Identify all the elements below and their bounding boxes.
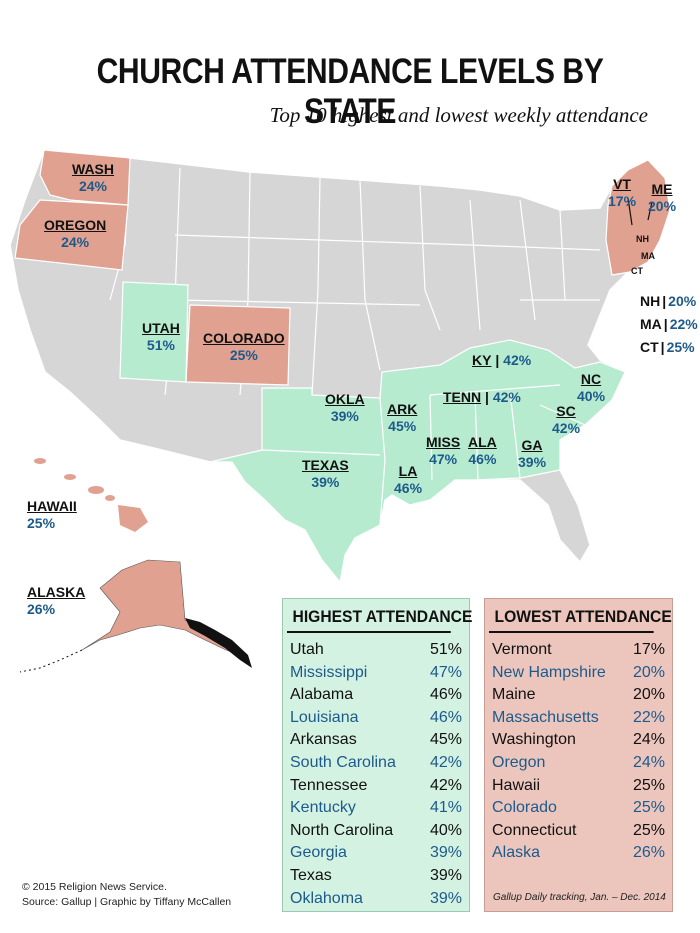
label-hawaii: HAWAII 25% [27,498,77,531]
label-texas: TEXAS 39% [302,457,349,490]
list-item: Louisiana 46% [290,708,462,726]
northeast-row-nh: NH | 20% [640,293,697,309]
highest-state-borders [261,384,586,526]
list-item: New Hampshire 20% [492,663,665,681]
label-sc: SC 42% [552,403,581,436]
credit: © 2015 Religion News Service. Source: Ga… [22,880,231,910]
list-item: South Carolina 42% [290,753,462,771]
highest-attendance-box: HIGHEST ATTENDANCE Utah 51% Mississippi 47… [282,598,472,912]
leader-lines [627,197,653,226]
label-miss: MISS 47% [426,434,461,467]
colorado-state [185,304,291,386]
south-central-highest-states [209,339,626,584]
lowest-attendance-box: LOWEST ATTENDANCE Vermont 17% New Hampshi… [484,598,673,912]
page-subtitle: Top 10 highest and lowest weekly attenda… [269,103,648,127]
label-alaska: ALASKA 26% [27,584,86,617]
lowest-heading: LOWEST ATTENDANCE [489,599,672,633]
label-utah: UTAH 51% [142,320,180,353]
northeast-list: NH | 20% MA | 22% CT | 25% [640,290,698,359]
oregon-state [14,199,129,271]
label-nh-small: NH [636,234,649,244]
label-nc: NC 40% [577,371,606,404]
label-ga: GA 39% [518,437,547,470]
alaska-shape [19,559,252,673]
list-item: Oregon 24% [492,753,665,771]
source-note: Gallup Daily tracking, Jan. – Dec. 2014 [493,892,666,903]
list-item: Alaska 26% [492,844,665,862]
highest-list: Utah 51% Mississippi 47% Alabama 46% Louisi… [283,639,469,910]
label-ct-small: CT [631,266,643,276]
list-item: Mississippi 47% [290,663,462,681]
list-item: Georgia 39% [290,844,462,862]
washington-state [39,149,131,206]
list-item: Kentucky 41% [290,799,462,817]
label-ark: ARK 45% [387,401,418,434]
list-item: Tennessee 42% [290,776,462,794]
northeast-row-ma: MA | 22% [640,316,698,332]
label-tenn: TENN | 42% [443,389,521,405]
list-item: Utah 51% [290,641,462,658]
list-item: Arkansas 45% [290,731,462,749]
label-wash: WASH 24% [72,161,114,194]
page-title: CHURCH ATTENDANCE LEVELS BY STATE [96,52,604,131]
list-item: Massachusetts 22% [492,708,665,726]
list-item: North Carolina 40% [290,821,462,839]
label-me: ME 20% [648,181,677,214]
label-la: LA 46% [394,463,423,496]
label-ala: ALA 46% [468,434,497,467]
list-item: Oklahoma 39% [290,889,462,907]
northeast-row-ct: CT | 25% [640,339,695,355]
label-ky: KY | 42% [472,352,532,368]
lowest-list: Vermont 17% New Hampshire 20% Maine 20% Mas… [485,639,672,865]
credit-line-2: Source: Gallup | Graphic by Tiffany McCa… [22,896,232,908]
list-item: Hawaii 25% [492,776,665,794]
label-oregon: OREGON 24% [44,217,107,250]
hawaii-shape [34,458,148,532]
highest-heading: HIGHEST ATTENDANCE [287,599,472,633]
label-colorado: COLORADO 25% [203,330,285,363]
list-item: Maine 20% [492,686,665,704]
list-item: Washington 24% [492,731,665,749]
list-item: Vermont 17% [492,641,665,658]
list-item: Colorado 25% [492,799,665,817]
label-vt: VT 17% [608,176,637,209]
label-okla: OKLA 39% [325,391,365,424]
list-item: Alabama 46% [290,686,462,704]
list-item: Texas 39% [290,866,462,884]
credit-line-1: © 2015 Religion News Service. [22,881,167,893]
label-ma-small: MA [641,251,655,261]
utah-state [119,281,189,383]
list-item: Connecticut 25% [492,821,665,839]
northeast-lowest-states [605,159,671,276]
